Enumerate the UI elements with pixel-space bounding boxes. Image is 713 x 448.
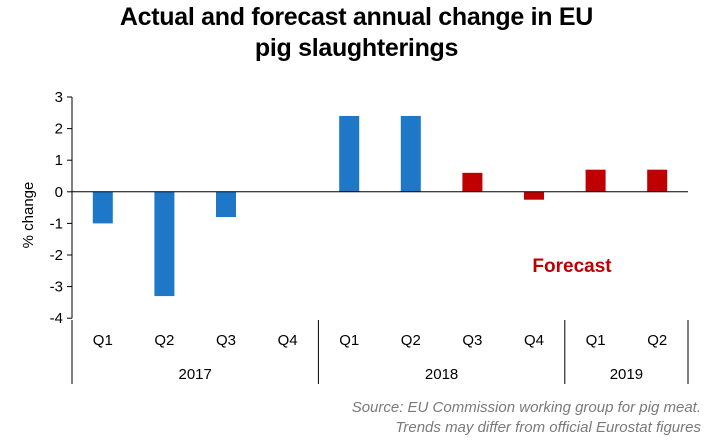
bar-1 xyxy=(92,191,113,224)
bar-3 xyxy=(216,191,236,218)
source-line2: Trends may differ from official Eurostat… xyxy=(395,419,701,436)
y-axis-label: % change xyxy=(20,182,37,249)
y-tick-label: 0 xyxy=(55,184,63,201)
chart-title: Actual and forecast annual change in EU … xyxy=(0,2,713,64)
bar-6 xyxy=(400,115,421,192)
bar-9 xyxy=(585,169,606,192)
bar-10 xyxy=(647,169,668,192)
bar-chart: 3 2 1 0 -1 -2 -3 -4 Q1 Q2 Q3 Q4 Q1 Q2 Q3 Q4 Q1 Q2 2017 201… xyxy=(20,89,689,384)
y-axis: 3 2 1 0 -1 -2 -3 -4 xyxy=(50,89,73,327)
y-tick-label: -4 xyxy=(50,310,63,327)
source-line1: Source: EU Commission working group for … xyxy=(351,399,701,416)
x-axis: Q1 Q2 Q3 Q4 Q1 Q2 Q3 Q4 Q1 Q2 2017 2018 2019 xyxy=(71,191,689,384)
x-tick-label: Q3 xyxy=(216,332,236,349)
x-tick-label: Q2 xyxy=(154,332,174,349)
y-tick-label: 1 xyxy=(55,152,63,169)
y-tick-label: 2 xyxy=(55,121,63,138)
y-tick-label: -2 xyxy=(50,247,63,264)
bar-8 xyxy=(524,191,544,200)
x-tick-label: Q1 xyxy=(339,332,359,349)
y-tick-label: 3 xyxy=(55,89,63,106)
group-label: 2019 xyxy=(610,366,643,383)
chart-title-line2: pig slaughterings xyxy=(254,34,459,62)
x-tick-label: Q3 xyxy=(462,332,482,349)
y-tick-label: -1 xyxy=(50,215,63,232)
group-label: 2018 xyxy=(425,366,458,383)
chart-title-line1: Actual and forecast annual change in EU xyxy=(119,3,594,31)
source-note: Source: EU Commission working group for … xyxy=(352,398,701,438)
bars xyxy=(92,115,668,297)
x-tick-label: Q2 xyxy=(401,332,421,349)
x-tick-label: Q4 xyxy=(278,332,298,349)
x-tick-label: Q2 xyxy=(647,332,667,349)
group-label: 2017 xyxy=(179,366,212,383)
x-tick-label: Q1 xyxy=(586,332,606,349)
bar-7 xyxy=(462,172,483,192)
bar-5 xyxy=(339,115,360,192)
bar-2 xyxy=(154,191,175,297)
x-tick-label: Q4 xyxy=(524,332,544,349)
y-tick-label: -3 xyxy=(50,279,63,296)
x-tick-label: Q1 xyxy=(93,332,113,349)
forecast-annotation: Forecast xyxy=(532,256,612,277)
